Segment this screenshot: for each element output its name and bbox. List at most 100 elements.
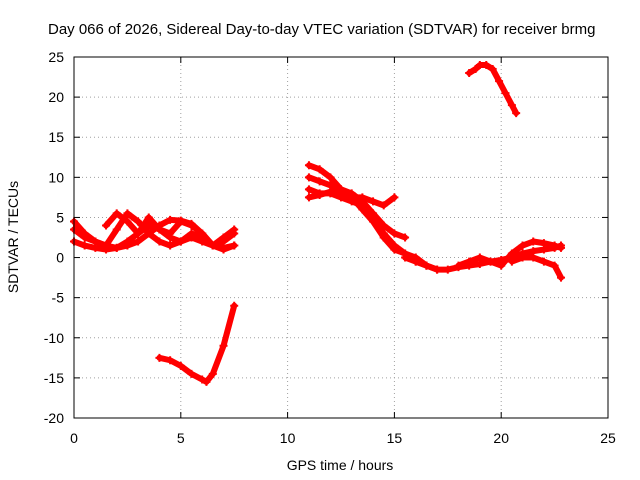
data-point [176,217,185,226]
data-point [112,225,121,234]
x-tick-label: 20 [493,430,509,446]
data-point [411,257,420,266]
data-point [539,257,548,266]
data-point [202,377,211,386]
series-trace-m [465,61,521,118]
data-point [465,69,474,78]
x-tick-label: 25 [600,430,616,446]
data-point [315,177,324,186]
tick-labels: 0 5 10 15 20 25 -20 -15 -10 -5 0 5 10 15 20 25 [44,49,616,446]
data-point [144,229,153,238]
data-point [134,229,143,238]
data-point [507,101,516,110]
series-trace-d [102,209,239,252]
data-point [465,257,474,266]
series-trace-i [304,185,410,242]
x-axis-label: GPS time / hours [287,457,394,473]
data-point [557,243,566,252]
data-point [166,241,175,250]
y-axis-label: SDTVAR / TECUs [5,181,21,293]
data-point [176,237,185,246]
data-point [497,261,506,270]
data-point [187,229,196,238]
data-point [501,89,510,98]
data-point [219,341,228,350]
series-trace-l [507,253,566,282]
data-point [112,209,121,218]
data-point [433,265,442,274]
axis-ticks [73,56,609,419]
series-trace-e [155,301,239,386]
data-point [401,253,410,262]
data-point [134,237,143,246]
data-point [166,356,175,365]
data-point [401,233,410,242]
data-point [486,257,495,266]
data-point [347,189,356,198]
x-tick-label: 0 [70,430,78,446]
data-point [123,237,132,246]
data-point [208,241,217,250]
data-point [518,241,527,250]
series-trace-k [454,237,566,270]
y-tick-label: 15 [48,129,64,145]
plot-frame [73,56,609,419]
data-series [70,61,566,386]
data-point [495,77,504,86]
data-point [529,237,538,246]
data-point [488,65,497,74]
data-point [507,249,516,258]
data-point [315,165,324,174]
data-point [369,197,378,206]
data-point [512,109,521,118]
x-tick-label: 15 [387,430,403,446]
data-point [102,221,111,230]
series-line [402,242,565,273]
data-point [315,190,324,199]
data-point [326,173,335,182]
data-point [123,217,132,226]
data-point [390,241,399,250]
data-point [176,361,185,370]
y-tick-label: -5 [52,290,65,306]
data-point [219,243,228,252]
data-point [422,261,431,270]
data-point [123,209,132,218]
y-tick-label: 10 [48,169,64,185]
y-tick-label: -15 [44,370,64,386]
data-point [166,229,175,238]
data-point [155,353,164,362]
data-point [304,193,313,202]
data-point [507,257,516,266]
data-point [144,213,153,222]
data-point [91,237,100,246]
chart-title: Day 066 of 2026, Sidereal Day-to-day VTE… [48,21,595,38]
x-tick-label: 10 [280,430,296,446]
data-point [369,209,378,218]
data-point [230,241,239,250]
data-point [166,215,175,224]
data-point [443,265,452,274]
data-point [112,243,121,252]
grid-lines [74,57,608,418]
data-point [80,233,89,242]
data-point [518,253,527,262]
data-point [187,221,196,230]
data-point [454,261,463,270]
data-point [557,273,566,282]
data-point [102,241,111,250]
data-point [358,197,367,206]
data-point [219,233,228,242]
data-point [155,237,164,246]
data-point [208,369,217,378]
data-point [529,253,538,262]
data-point [379,229,388,238]
y-tick-label: 25 [48,49,64,65]
data-point [134,217,143,226]
data-point [230,301,239,310]
data-point [326,187,335,196]
data-point [304,185,313,194]
series-line [305,186,409,241]
data-point [475,253,484,262]
data-point [80,241,89,250]
